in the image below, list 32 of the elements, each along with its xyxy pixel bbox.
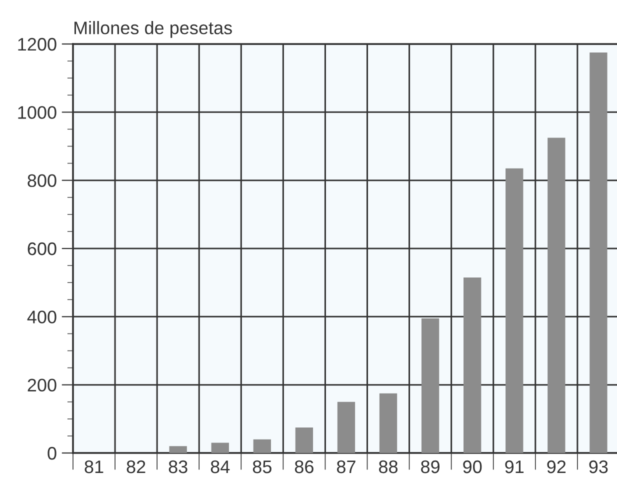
bar: [421, 318, 440, 453]
bar: [506, 168, 524, 453]
y-tick-label: 600: [28, 242, 56, 256]
x-tick-label: 86: [294, 460, 314, 474]
bar: [548, 138, 566, 453]
y-tick-label: 200: [28, 378, 56, 392]
x-tick-label: 88: [379, 460, 398, 474]
y-tick-label: 1000: [18, 106, 56, 119]
x-tick-label: 87: [336, 460, 356, 474]
y-axis-title: Millones de pesetas: [74, 21, 232, 38]
y-tick-label: 1200: [18, 38, 56, 51]
y-tick-label: 400: [27, 310, 56, 324]
bar: [253, 439, 271, 453]
x-tick-label: 82: [126, 460, 146, 474]
x-tick-label: 85: [252, 460, 272, 474]
bar: [464, 277, 482, 453]
x-tick-label: 83: [168, 460, 188, 474]
bar: [337, 402, 356, 453]
x-tick-label: 89: [421, 460, 440, 474]
bar: [169, 446, 187, 453]
x-tick-label: 84: [210, 460, 230, 474]
bar: [295, 427, 314, 453]
x-tick-label: 92: [547, 460, 566, 474]
y-tick-label: 0: [48, 446, 56, 460]
bar: [590, 52, 608, 453]
bar: [379, 393, 398, 453]
y-tick-label: 800: [28, 174, 56, 188]
x-tick-label: 81: [84, 460, 104, 474]
x-tick-label: 90: [463, 460, 482, 474]
x-tick-label: 93: [589, 460, 608, 474]
bar: [211, 442, 229, 453]
x-tick-label: 91: [505, 460, 524, 474]
